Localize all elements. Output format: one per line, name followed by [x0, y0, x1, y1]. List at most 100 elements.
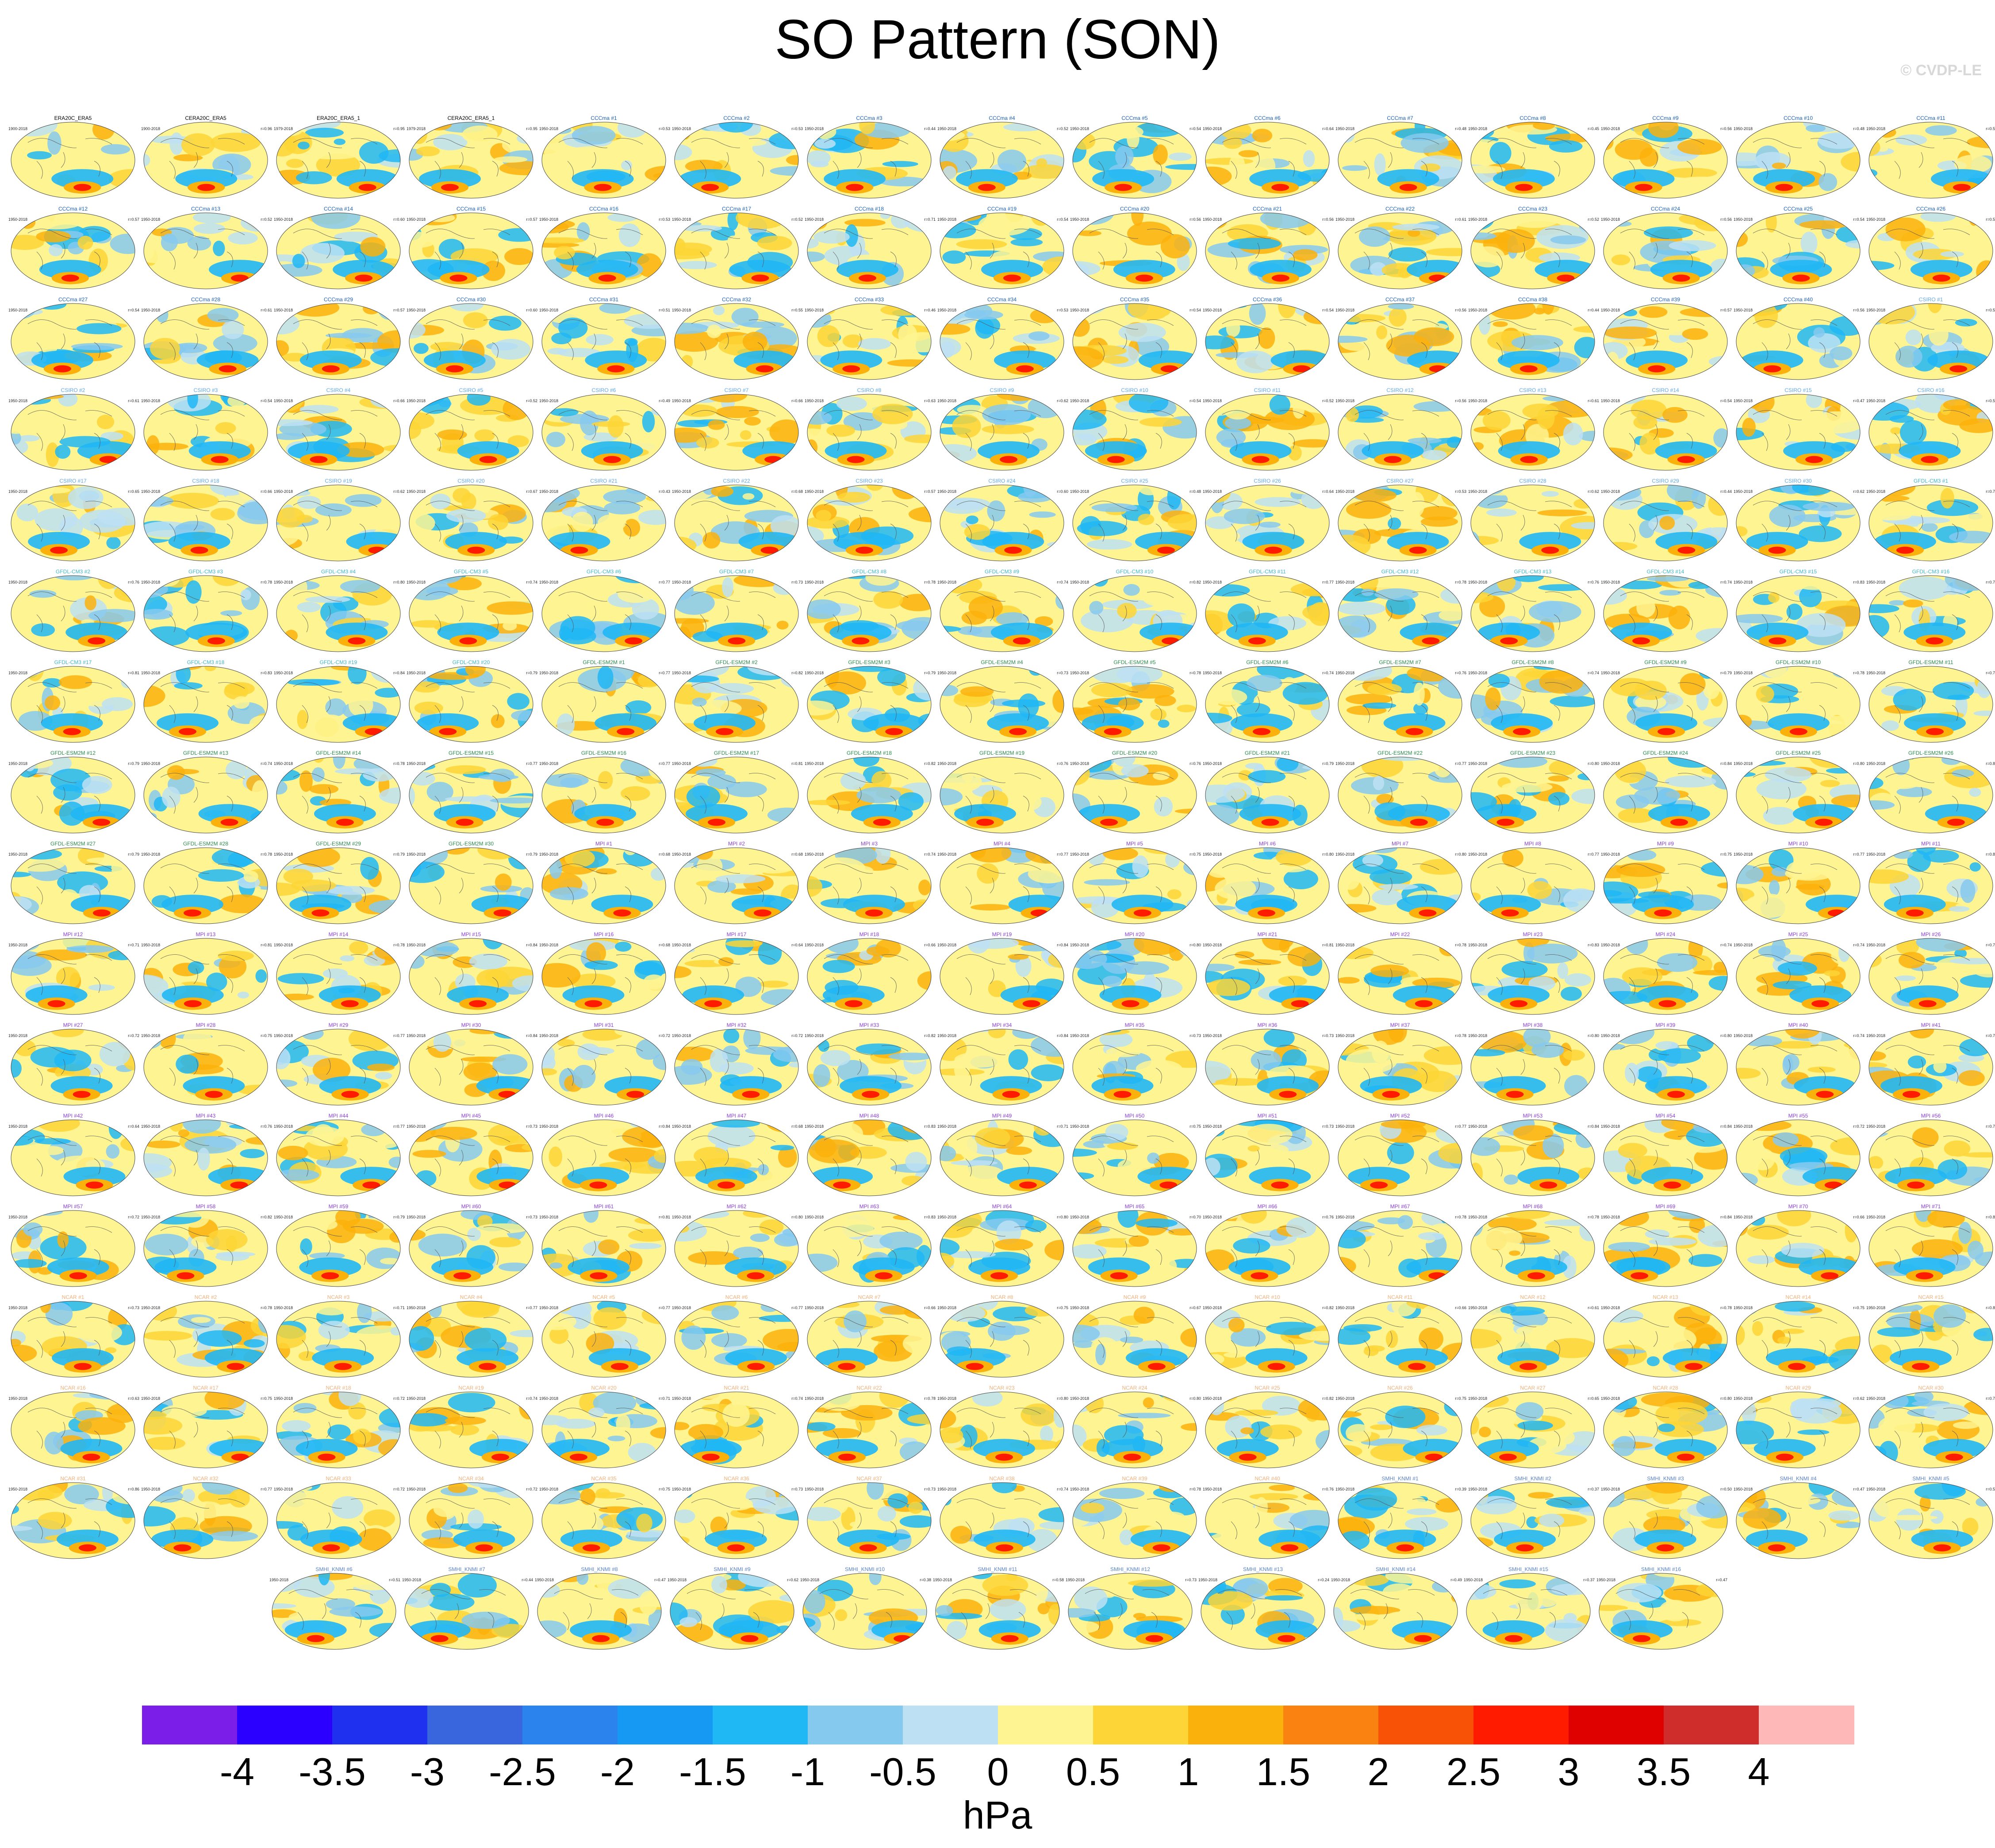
colorbar-box — [237, 1706, 333, 1744]
panel-title: GFDL-ESM2M #24 — [1642, 750, 1688, 756]
panel-correlation-label: r=0.75 — [261, 1396, 272, 1401]
map-panel: GFDL-CM3 #4 1950-2018 r=0.80 — [272, 569, 405, 657]
panel-correlation-label: r=0.53 — [659, 127, 670, 131]
map-panel: NCAR #10 1950-2018 r=0.82 — [1201, 1294, 1334, 1383]
map-panel: MPI #11 1950-2018 r=0.84 — [1865, 841, 1995, 929]
panel-period-label: 1950-2018 — [1335, 761, 1355, 766]
map-panel: MPI #16 1950-2018 r=0.68 — [537, 931, 670, 1020]
panel-map — [541, 1029, 666, 1106]
panel-title: CCCma #4 — [989, 115, 1015, 121]
panel-period-label: 1950-2018 — [1601, 1396, 1620, 1401]
map-panel: CSIRO #18 1950-2018 r=0.66 — [139, 478, 272, 566]
panel-correlation-label: r=0.95 — [393, 127, 405, 131]
colorbar — [142, 1706, 1854, 1744]
map-panel: NCAR #29 1950-2018 r=0.62 — [1732, 1385, 1865, 1473]
panel-map — [1072, 1482, 1197, 1559]
panel-map — [1470, 666, 1595, 743]
panel-title: MPI #29 — [328, 1022, 349, 1028]
panel-title: CCCma #24 — [1650, 206, 1680, 212]
panel-correlation-label: r=0.54 — [1189, 127, 1201, 131]
panel-map — [1072, 847, 1197, 924]
panel-period-label: 1950-2018 — [274, 1124, 293, 1129]
panel-period-label: 1950-2018 — [1070, 1215, 1090, 1219]
panel-period-label: 1950-2018 — [1866, 761, 1886, 766]
panel-map — [541, 122, 666, 199]
panel-correlation-label: r=0.47 — [1853, 399, 1865, 403]
map-panel: GFDL-ESM2M #14 1950-2018 r=0.78 — [272, 750, 405, 838]
panel-period-label: 1950-2018 — [672, 1033, 691, 1038]
panel-correlation-label: r=0.68 — [659, 943, 670, 947]
map-panel: MPI #8 1950-2018 r=0.77 — [1466, 841, 1599, 929]
panel-correlation-label: r=0.52 — [1322, 399, 1334, 403]
map-panel: CCCma #1 1950-2018 r=0.53 — [537, 115, 670, 204]
panel-map — [1072, 1301, 1197, 1378]
panel-map — [940, 484, 1064, 561]
map-panel: CERA20C_ERA5_1 1979-2018 r=0.95 — [405, 115, 537, 204]
map-panel: SMHI_KNMI #8 1950-2018 r=0.47 — [533, 1566, 666, 1655]
panel-period-label: 1950-2018 — [1335, 1124, 1355, 1129]
panel-title: NCAR #23 — [989, 1385, 1015, 1391]
map-panel: ERA20C_ERA5 1900-2018 — [7, 115, 139, 204]
panel-period-label: 1950-2018 — [1070, 761, 1090, 766]
panel-period-label: 1950-2018 — [1335, 1215, 1355, 1219]
panel-period-label: 1950-2018 — [407, 308, 426, 312]
map-panel: MPI #42 1950-2018 r=0.64 — [7, 1113, 139, 1201]
panel-title: GFDL-CM3 #11 — [1249, 569, 1286, 575]
panel-period-label: 1950-2018 — [1203, 1215, 1222, 1219]
panel-correlation-label: r=0.77 — [1322, 580, 1334, 584]
colorbar-tick-label: -0.5 — [869, 1750, 936, 1794]
panel-title: MPI #50 — [1124, 1113, 1145, 1119]
panel-correlation-label: r=0.57 — [393, 308, 405, 312]
panel-period-label: 1950-2018 — [274, 1306, 293, 1310]
panel-map — [802, 1573, 927, 1650]
panel-title: MPI #17 — [726, 931, 747, 937]
panel-map — [1338, 303, 1462, 380]
map-panel: NCAR #18 1950-2018 r=0.72 — [272, 1385, 405, 1473]
panel-period-label: 1950-2018 — [1070, 671, 1090, 675]
panel-map — [276, 1029, 401, 1106]
panel-map — [276, 1301, 401, 1378]
panel-map — [1736, 847, 1861, 924]
panel-title: CSIRO #2 — [61, 387, 85, 393]
panel-correlation-label: r=0.80 — [1588, 1033, 1599, 1038]
panel-period-label: 1950-2018 — [1203, 1306, 1222, 1310]
panel-period-label: 1950-2018 — [8, 399, 28, 403]
map-panel: MPI #62 1950-2018 r=0.80 — [670, 1203, 803, 1292]
panel-map — [935, 1573, 1060, 1650]
panel-period-label: 1950-2018 — [1070, 852, 1090, 857]
panel-title: CCCma #11 — [1916, 115, 1945, 121]
panel-map — [674, 1210, 799, 1287]
panel-correlation-label: r=0.74 — [1588, 671, 1599, 675]
map-panel: CCCma #6 1950-2018 r=0.64 — [1201, 115, 1334, 204]
panel-title: MPI #30 — [461, 1022, 481, 1028]
panel-map — [1338, 938, 1462, 1015]
panel-title: CSIRO #12 — [1386, 387, 1414, 393]
map-panel: CSIRO #12 1950-2018 r=0.56 — [1334, 387, 1466, 476]
panel-title: MPI #18 — [859, 931, 879, 937]
panel-map — [541, 303, 666, 380]
panel-map — [143, 484, 268, 561]
panel-map — [1868, 666, 1993, 743]
panel-title: NCAR #20 — [591, 1385, 617, 1391]
map-panel: CCCma #31 1950-2018 r=0.51 — [537, 296, 670, 385]
panel-period-label: 1950-2018 — [1203, 308, 1222, 312]
panel-correlation-label: r=0.77 — [1455, 1124, 1466, 1129]
panel-correlation-label: r=0.83 — [1588, 943, 1599, 947]
map-panel: GFDL-ESM2M #2 1950-2018 r=0.82 — [670, 659, 803, 748]
map-panel: CCCma #18 1950-2018 r=0.71 — [803, 206, 936, 294]
panel-title: MPI #54 — [1655, 1113, 1676, 1119]
panel-period-label: 1950-2018 — [672, 127, 691, 131]
panel-period-label: 1950-2018 — [274, 852, 293, 857]
map-panel: CSIRO #9 1950-2018 r=0.62 — [936, 387, 1068, 476]
map-panel: CCCma #38 1950-2018 r=0.44 — [1466, 296, 1599, 385]
panel-title: CSIRO #23 — [856, 478, 883, 484]
colorbar-box — [903, 1706, 998, 1744]
map-panel: GFDL-ESM2M #15 1950-2018 r=0.77 — [405, 750, 537, 838]
panel-title: GFDL-CM3 #6 — [586, 569, 622, 575]
panel-map — [674, 1391, 799, 1468]
panel-correlation-label: r=0.78 — [1853, 671, 1865, 675]
panel-correlation-label: r=0.46 — [924, 308, 936, 312]
panel-title: NCAR #24 — [1122, 1385, 1147, 1391]
panel-map — [541, 212, 666, 289]
panel-period-label: 1950-2018 — [407, 399, 426, 403]
